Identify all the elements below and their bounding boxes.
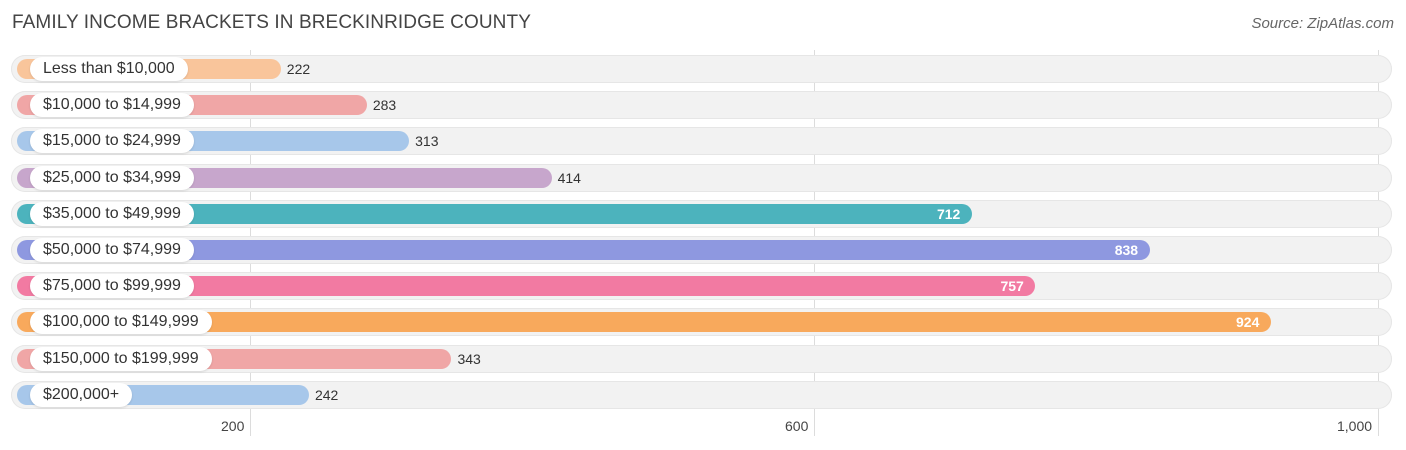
value-label: 313: [415, 133, 439, 150]
chart-title: FAMILY INCOME BRACKETS IN BRECKINRIDGE C…: [12, 12, 531, 33]
value-label: 414: [557, 169, 581, 186]
category-label: $50,000 to $74,999: [30, 238, 194, 262]
value-label: 757: [1000, 278, 1024, 295]
category-label: $10,000 to $14,999: [30, 93, 194, 118]
value-label: 222: [286, 61, 311, 77]
value-label: 343: [457, 350, 481, 367]
value-label: 924: [1236, 314, 1260, 331]
bar: [17, 203, 972, 224]
category-label: $35,000 to $49,999: [30, 201, 194, 226]
x-tick-label: 200: [221, 418, 245, 434]
category-label: $15,000 to $24,999: [30, 129, 194, 154]
x-tick-label: 600: [785, 418, 809, 434]
bar: [17, 240, 1150, 260]
category-label: $200,000+: [30, 382, 133, 407]
chart-source: Source: ZipAtlas.com: [1251, 15, 1394, 32]
category-label: $25,000 to $34,999: [30, 165, 194, 190]
category-label: $150,000 to $199,999: [30, 346, 212, 371]
bar: [17, 276, 1036, 297]
value-label: 712: [936, 205, 961, 222]
category-label: Less than $10,000: [30, 57, 188, 81]
bar: [17, 312, 1272, 333]
category-label: $100,000 to $149,999: [30, 310, 212, 335]
x-tick-label: 1,000: [1337, 418, 1373, 434]
value-label: 242: [314, 386, 339, 403]
value-label: 283: [372, 97, 397, 114]
value-label: 838: [1114, 242, 1139, 258]
category-label: $75,000 to $99,999: [30, 274, 194, 299]
